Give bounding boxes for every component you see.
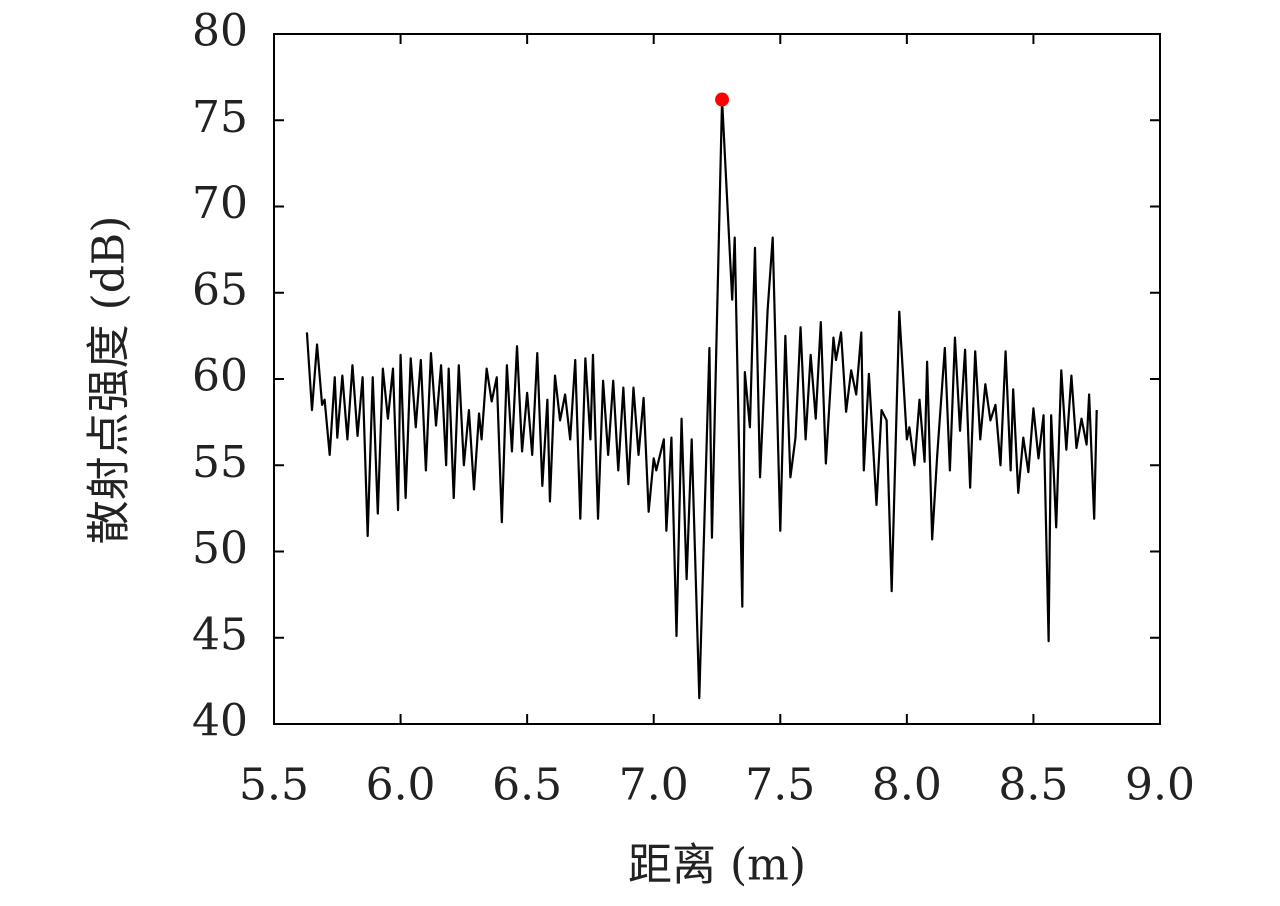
y-tick-label: 50 [192,523,248,574]
y-tick-label: 65 [192,264,248,315]
x-axis-label: 距离 (m) [628,840,806,891]
x-tick-label: 5.5 [239,760,309,811]
peak-marker [715,92,730,107]
plot-frame [273,33,1161,725]
y-axis-label: 散射点强度 (dB) [84,216,135,545]
x-tick-label: 6.5 [492,760,562,811]
x-tick-label: 8.0 [872,760,942,811]
y-tick-label: 70 [192,178,248,229]
y-tick-label: 75 [192,92,248,143]
y-tick-label: 45 [192,609,248,660]
y-tick-label: 40 [192,696,248,747]
data-line [305,98,1098,700]
y-tick-label: 80 [192,6,248,57]
x-tick-label: 9.0 [1125,760,1195,811]
y-tick-label: 55 [192,437,248,488]
x-tick-label: 8.5 [998,760,1068,811]
x-tick-label: 7.5 [745,760,815,811]
x-tick-label: 6.0 [366,760,436,811]
y-tick-label: 60 [192,351,248,402]
x-tick-label: 7.0 [619,760,689,811]
